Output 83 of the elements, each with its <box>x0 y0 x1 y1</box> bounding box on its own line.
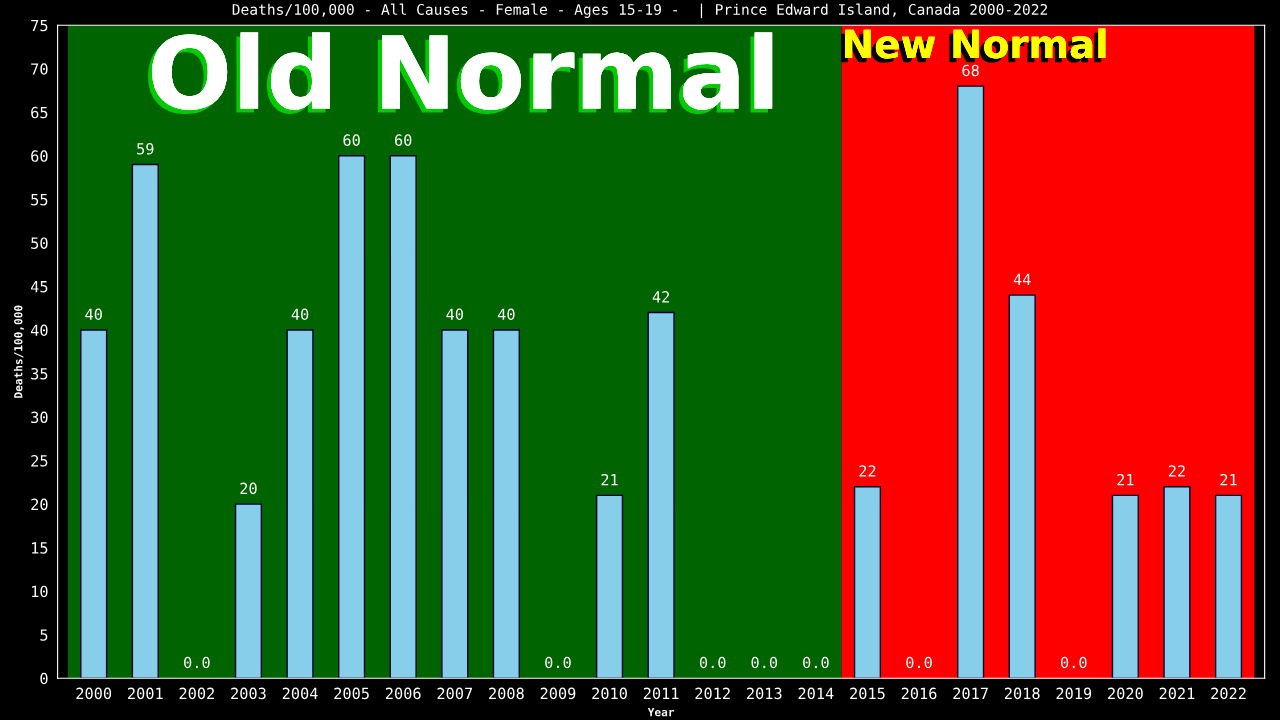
data-label: 0.0 <box>184 656 210 669</box>
x-tick-label: 2020 <box>1108 687 1143 700</box>
data-label: 68 <box>962 64 979 77</box>
y-axis-title: Deaths/100,000 <box>13 305 24 398</box>
x-tick-label: 2015 <box>850 687 885 700</box>
x-tick-label: 2012 <box>695 687 730 700</box>
bar <box>853 485 882 679</box>
chart-title: Deaths/100,000 - All Causes - Female - Ages 15-19 - | Prince Edward Island, Canada 2000-2022 <box>232 3 1048 19</box>
y-tick-label: 45 <box>30 281 48 293</box>
bar <box>1163 485 1191 679</box>
y-tick-label: 30 <box>31 411 48 424</box>
data-label: 0.0 <box>751 656 778 669</box>
data-label: 22 <box>1168 465 1185 477</box>
data-label: 20 <box>240 482 257 495</box>
y-tick-label: 55 <box>31 194 48 206</box>
data-label: 0.0 <box>699 656 726 669</box>
bar <box>1214 494 1243 679</box>
bar <box>595 494 624 679</box>
y-tick-label: 10 <box>32 585 48 598</box>
y-tick-label: 40 <box>30 324 48 337</box>
bar <box>80 329 108 679</box>
y-tick-label: 0 <box>40 672 48 685</box>
x-tick-label: 2007 <box>437 687 473 700</box>
y-tick-label: 5 <box>40 629 48 641</box>
x-tick-label: 2013 <box>747 687 782 700</box>
x-tick-label: 2016 <box>901 687 937 700</box>
x-tick-label: 2001 <box>128 687 163 700</box>
data-label: 40 <box>85 308 102 321</box>
data-label: 22 <box>859 465 876 477</box>
x-tick-label: 2003 <box>231 687 266 700</box>
data-label: 21 <box>1220 473 1237 486</box>
bar <box>389 155 417 679</box>
x-tick-label: 2005 <box>334 687 369 700</box>
bar <box>647 311 675 679</box>
bar <box>492 329 520 679</box>
x-tick-label: 2004 <box>282 687 318 700</box>
y-tick-label: 60 <box>31 150 48 162</box>
x-tick-label: 2014 <box>798 687 834 700</box>
data-label: 0.0 <box>1060 656 1087 669</box>
data-label: 40 <box>446 308 463 321</box>
y-tick-label: 15 <box>32 542 48 554</box>
x-tick-label: 2006 <box>385 687 421 700</box>
bar <box>1111 494 1139 679</box>
data-label: 0.0 <box>906 656 932 669</box>
x-axis-title: Year <box>647 708 675 717</box>
x-tick-label: 2010 <box>592 687 627 700</box>
data-label: 0.0 <box>803 656 829 669</box>
data-label: 44 <box>1013 273 1031 285</box>
bar <box>234 503 263 679</box>
bar <box>957 85 985 679</box>
x-tick-label: 2008 <box>489 687 524 700</box>
bar <box>338 155 366 679</box>
data-label: 21 <box>601 473 618 486</box>
data-label: 60 <box>395 134 412 146</box>
bar <box>131 163 159 679</box>
band-label: New Normal <box>841 28 1106 63</box>
x-tick-label: 2019 <box>1056 687 1092 700</box>
x-tick-label: 2022 <box>1211 687 1246 700</box>
data-label: 0.0 <box>545 656 571 669</box>
x-tick-label: 2017 <box>953 687 988 700</box>
x-tick-label: 2018 <box>1004 687 1040 700</box>
data-label: 40 <box>497 308 515 321</box>
bar <box>1008 294 1036 679</box>
data-label: 60 <box>343 134 360 146</box>
y-tick-label: 25 <box>31 455 48 467</box>
data-label: 42 <box>652 291 670 303</box>
y-tick-label: 65 <box>31 106 48 119</box>
x-tick-label: 2021 <box>1159 687 1195 700</box>
bar <box>441 329 469 679</box>
data-label: 40 <box>291 308 309 321</box>
x-tick-label: 2011 <box>643 687 679 700</box>
band-label: Old Normal <box>148 32 773 114</box>
data-label: 59 <box>137 143 154 155</box>
bar <box>286 329 314 679</box>
y-tick-label: 50 <box>31 237 48 249</box>
x-tick-label: 2000 <box>76 687 112 700</box>
x-tick-label: 2002 <box>179 687 214 700</box>
data-label: 21 <box>1117 473 1134 486</box>
y-tick-label: 35 <box>31 367 48 380</box>
y-tick-label: 75 <box>31 19 48 32</box>
y-tick-label: 20 <box>31 498 48 511</box>
y-tick-label: 70 <box>31 63 48 75</box>
x-tick-label: 2009 <box>540 687 576 700</box>
